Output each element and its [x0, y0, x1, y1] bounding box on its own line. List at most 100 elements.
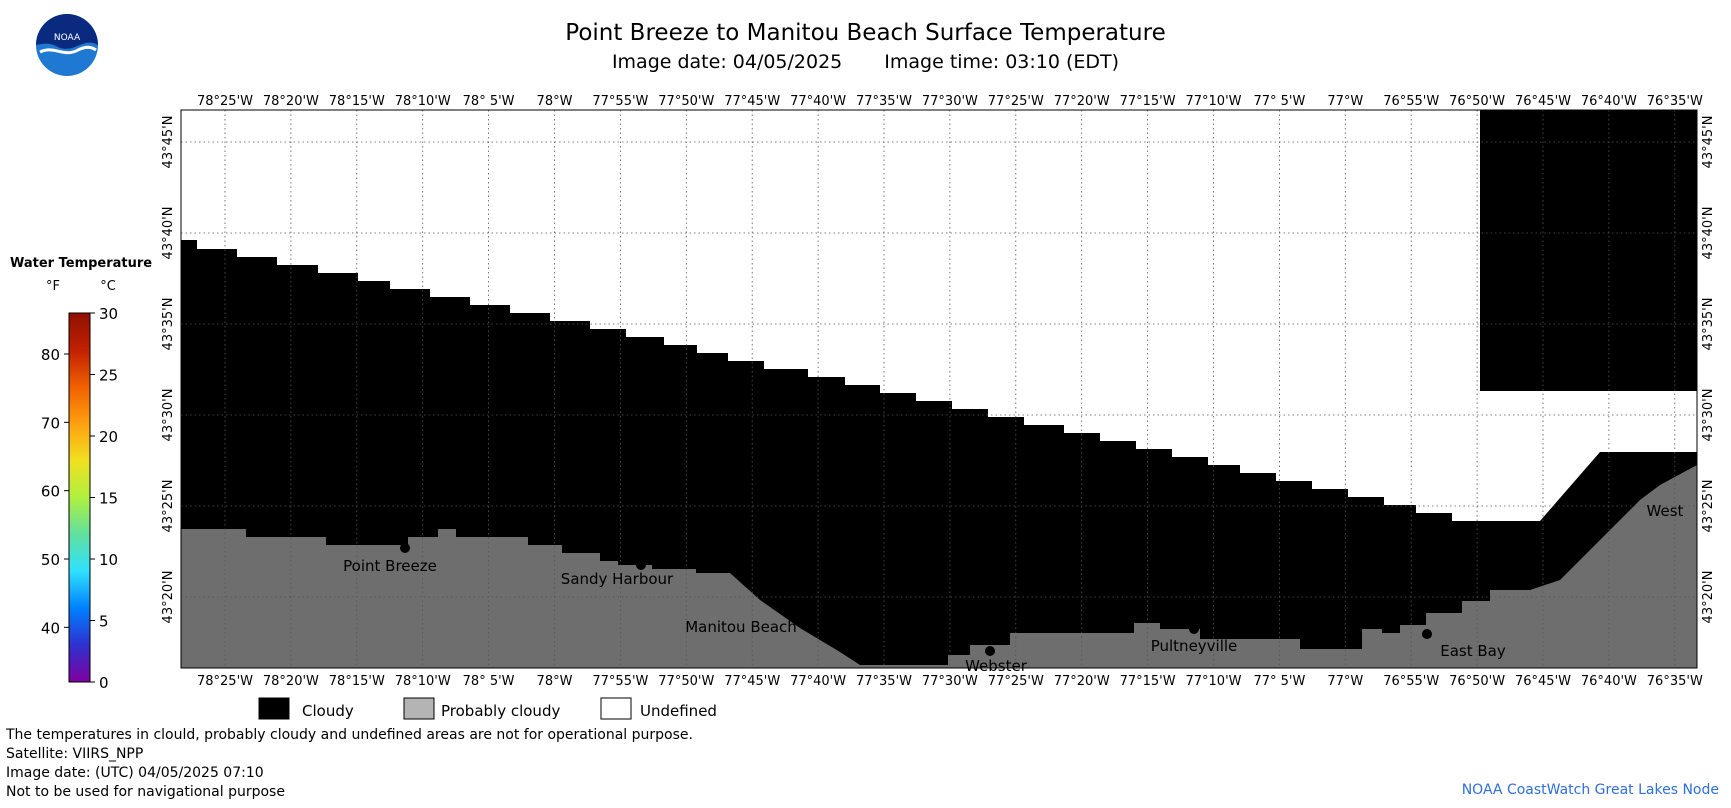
place-webster-marker	[985, 646, 995, 656]
lat-label-right: 43°45'N	[1701, 116, 1716, 169]
utc-date: Image date: (UTC) 04/05/2025 07:10	[6, 765, 264, 781]
legend-unit-f: °F	[46, 279, 60, 294]
lat-label-left: 43°30'N	[161, 389, 176, 442]
lon-label-bottom: 77°30'W	[922, 674, 978, 689]
place-west-label: West	[1647, 502, 1684, 520]
place-manitou-beach-marker	[780, 603, 790, 613]
lon-label-top: 78° 5'W	[463, 94, 515, 109]
lon-label-top: 76°50'W	[1449, 94, 1505, 109]
image-time: Image time: 03:10 (EDT)	[884, 51, 1120, 73]
nav-warning: Not to be used for navigational purpose	[6, 784, 285, 800]
probably-cloudy-swatch	[403, 697, 435, 720]
cloudy-label: Cloudy	[302, 702, 354, 720]
lon-label-bottom: 78°15'W	[329, 674, 385, 689]
legend-c-tick: 15	[99, 490, 118, 508]
place-east-bay-label: East Bay	[1440, 642, 1506, 660]
legend-title: Water Temperature	[10, 256, 153, 271]
lon-label-top: 77°55'W	[592, 94, 648, 109]
legend-c-tick: 30	[99, 305, 118, 323]
lon-label-bottom: 77°20'W	[1054, 674, 1110, 689]
legend-color-bar	[68, 312, 91, 683]
place-point-breeze-marker	[400, 543, 410, 553]
legend-unit-c: °C	[100, 279, 116, 294]
legend-c-tick: 0	[99, 674, 109, 692]
lon-label-bottom: 78°W	[537, 674, 573, 689]
page-subtitle: Image date: 04/05/2025 Image time: 03:10 …	[0, 49, 1731, 75]
place-point-breeze-label: Point Breeze	[343, 557, 437, 575]
lon-label-bottom: 77°35'W	[856, 674, 912, 689]
image-date: Image date: 04/05/2025	[611, 51, 843, 73]
lon-label-top: 77°20'W	[1054, 94, 1110, 109]
lon-label-bottom: 77°W	[1327, 674, 1363, 689]
lat-label-right: 43°25'N	[1701, 480, 1716, 533]
lon-label-top: 77°25'W	[988, 94, 1044, 109]
probably-cloudy-label: Probably cloudy	[441, 702, 560, 720]
lon-label-top: 77°10'W	[1185, 94, 1241, 109]
lon-label-top: 77°15'W	[1120, 94, 1176, 109]
legend-c-tick: 10	[99, 551, 118, 569]
credit: NOAA CoastWatch Great Lakes Node	[1461, 782, 1719, 798]
lon-label-top: 76°40'W	[1581, 94, 1637, 109]
undefined-area	[181, 110, 1697, 668]
lat-label-left: 43°35'N	[161, 298, 176, 351]
cloudy-block	[1480, 110, 1697, 391]
legend-f-tick: 60	[41, 483, 60, 501]
lon-label-top: 77°50'W	[658, 94, 714, 109]
place-pultneyville-label: Pultneyville	[1151, 637, 1238, 655]
lon-label-bottom: 77°40'W	[790, 674, 846, 689]
lon-label-bottom: 77°45'W	[724, 674, 780, 689]
legend-f-tick: 50	[41, 551, 60, 569]
undefined-swatch	[600, 697, 632, 720]
lon-label-top: 77°30'W	[922, 94, 978, 109]
cloudy-swatch	[258, 697, 290, 720]
lon-label-top: 78°15'W	[329, 94, 385, 109]
disclaimer: The temperatures in clould, probably clo…	[6, 727, 693, 743]
lat-label-left: 43°40'N	[161, 207, 176, 260]
lon-label-bottom: 76°40'W	[1581, 674, 1637, 689]
legend-f-tick: 70	[41, 414, 60, 432]
noaa-logo-text: NOAA	[54, 33, 81, 43]
place-manitou-beach-label: Manitou Beach	[685, 618, 797, 636]
lon-label-bottom: 78°10'W	[395, 674, 451, 689]
probably-cloudy-area	[181, 465, 1697, 668]
legend-f-tick: 80	[41, 346, 60, 364]
place-sandy-harbour-marker	[636, 560, 646, 570]
lon-label-bottom: 77° 5'W	[1253, 674, 1305, 689]
lon-label-bottom: 76°55'W	[1383, 674, 1439, 689]
lon-label-bottom: 76°50'W	[1449, 674, 1505, 689]
lon-label-bottom: 76°35'W	[1647, 674, 1703, 689]
map-legend: Cloudy Probably cloudy Undefined	[258, 697, 717, 720]
noaa-logo: NOAA	[36, 14, 98, 76]
lon-label-top: 78°10'W	[395, 94, 451, 109]
legend-c-tick: 5	[99, 613, 109, 631]
place-pultneyville-marker	[1189, 624, 1199, 634]
lat-label-left: 43°25'N	[161, 480, 176, 533]
lon-label-bottom: 77°50'W	[658, 674, 714, 689]
lon-label-top: 78°20'W	[263, 94, 319, 109]
cloudy-area	[181, 240, 1697, 668]
lon-label-top: 78°W	[537, 94, 573, 109]
place-west-marker	[1628, 489, 1638, 499]
satellite: Satellite: VIIRS_NPP	[6, 746, 144, 762]
lon-label-bottom: 77°15'W	[1120, 674, 1176, 689]
legend-c-tick: 25	[99, 367, 118, 385]
place-east-bay-marker	[1422, 629, 1432, 639]
undefined-label: Undefined	[640, 702, 717, 720]
lon-label-top: 77°W	[1327, 94, 1363, 109]
lon-label-bottom: 78°25'W	[197, 674, 253, 689]
place-sandy-harbour-label: Sandy Harbour	[561, 570, 674, 588]
lat-label-right: 43°20'N	[1701, 571, 1716, 624]
lat-label-right: 43°40'N	[1701, 207, 1716, 260]
lat-label-left: 43°45'N	[161, 116, 176, 169]
page-title: Point Breeze to Manitou Beach Surface Te…	[565, 20, 1166, 46]
lon-label-bottom: 77°10'W	[1185, 674, 1241, 689]
lon-label-top: 76°55'W	[1383, 94, 1439, 109]
lon-label-bottom: 76°45'W	[1515, 674, 1571, 689]
lat-label-right: 43°30'N	[1701, 389, 1716, 442]
lon-label-top: 77°35'W	[856, 94, 912, 109]
lon-label-bottom: 78° 5'W	[463, 674, 515, 689]
lat-label-right: 43°35'N	[1701, 298, 1716, 351]
lon-label-top: 76°45'W	[1515, 94, 1571, 109]
